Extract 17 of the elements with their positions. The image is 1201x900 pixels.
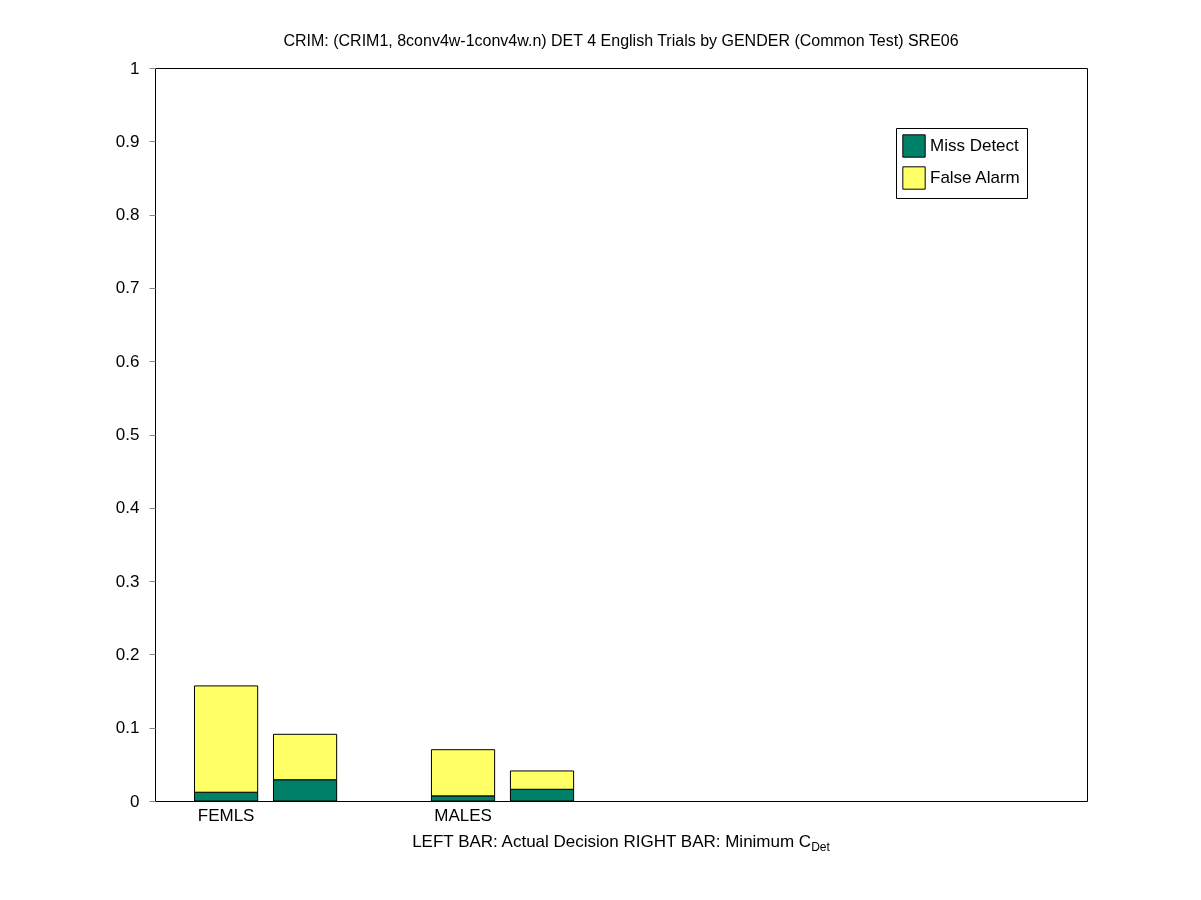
y-tick-label: 0 <box>130 791 140 811</box>
y-tick-label: 0.8 <box>115 205 140 225</box>
legend-label: False Alarm <box>930 168 1020 187</box>
y-tick-label: 0.6 <box>115 351 140 371</box>
x-axis-title: LEFT BAR: Actual Decision RIGHT BAR: Minimum C$_{Det}$ <box>411 832 831 855</box>
y-tick-label: 0.5 <box>115 425 140 444</box>
x-tick-label: FEMLS <box>197 805 255 825</box>
y-tick-label: 0.2 <box>115 644 140 664</box>
y-tick-label: 1 <box>130 58 140 78</box>
y-tick-label: 0.7 <box>115 278 140 298</box>
y-tick-label: 0.3 <box>115 571 140 591</box>
y-tick-label: 0.9 <box>115 131 140 151</box>
legend-label: Miss Detect <box>930 136 1020 155</box>
y-tick-label: 0.1 <box>115 718 140 738</box>
chart-title: CRIM: (CRIM1, 8conv4w-1conv4w.n) DET 4 English Trials by GENDER (Common Test) SRE06 <box>283 32 959 49</box>
y-tick-label: 0.4 <box>115 498 140 518</box>
x-tick-label: MALES <box>434 805 492 825</box>
